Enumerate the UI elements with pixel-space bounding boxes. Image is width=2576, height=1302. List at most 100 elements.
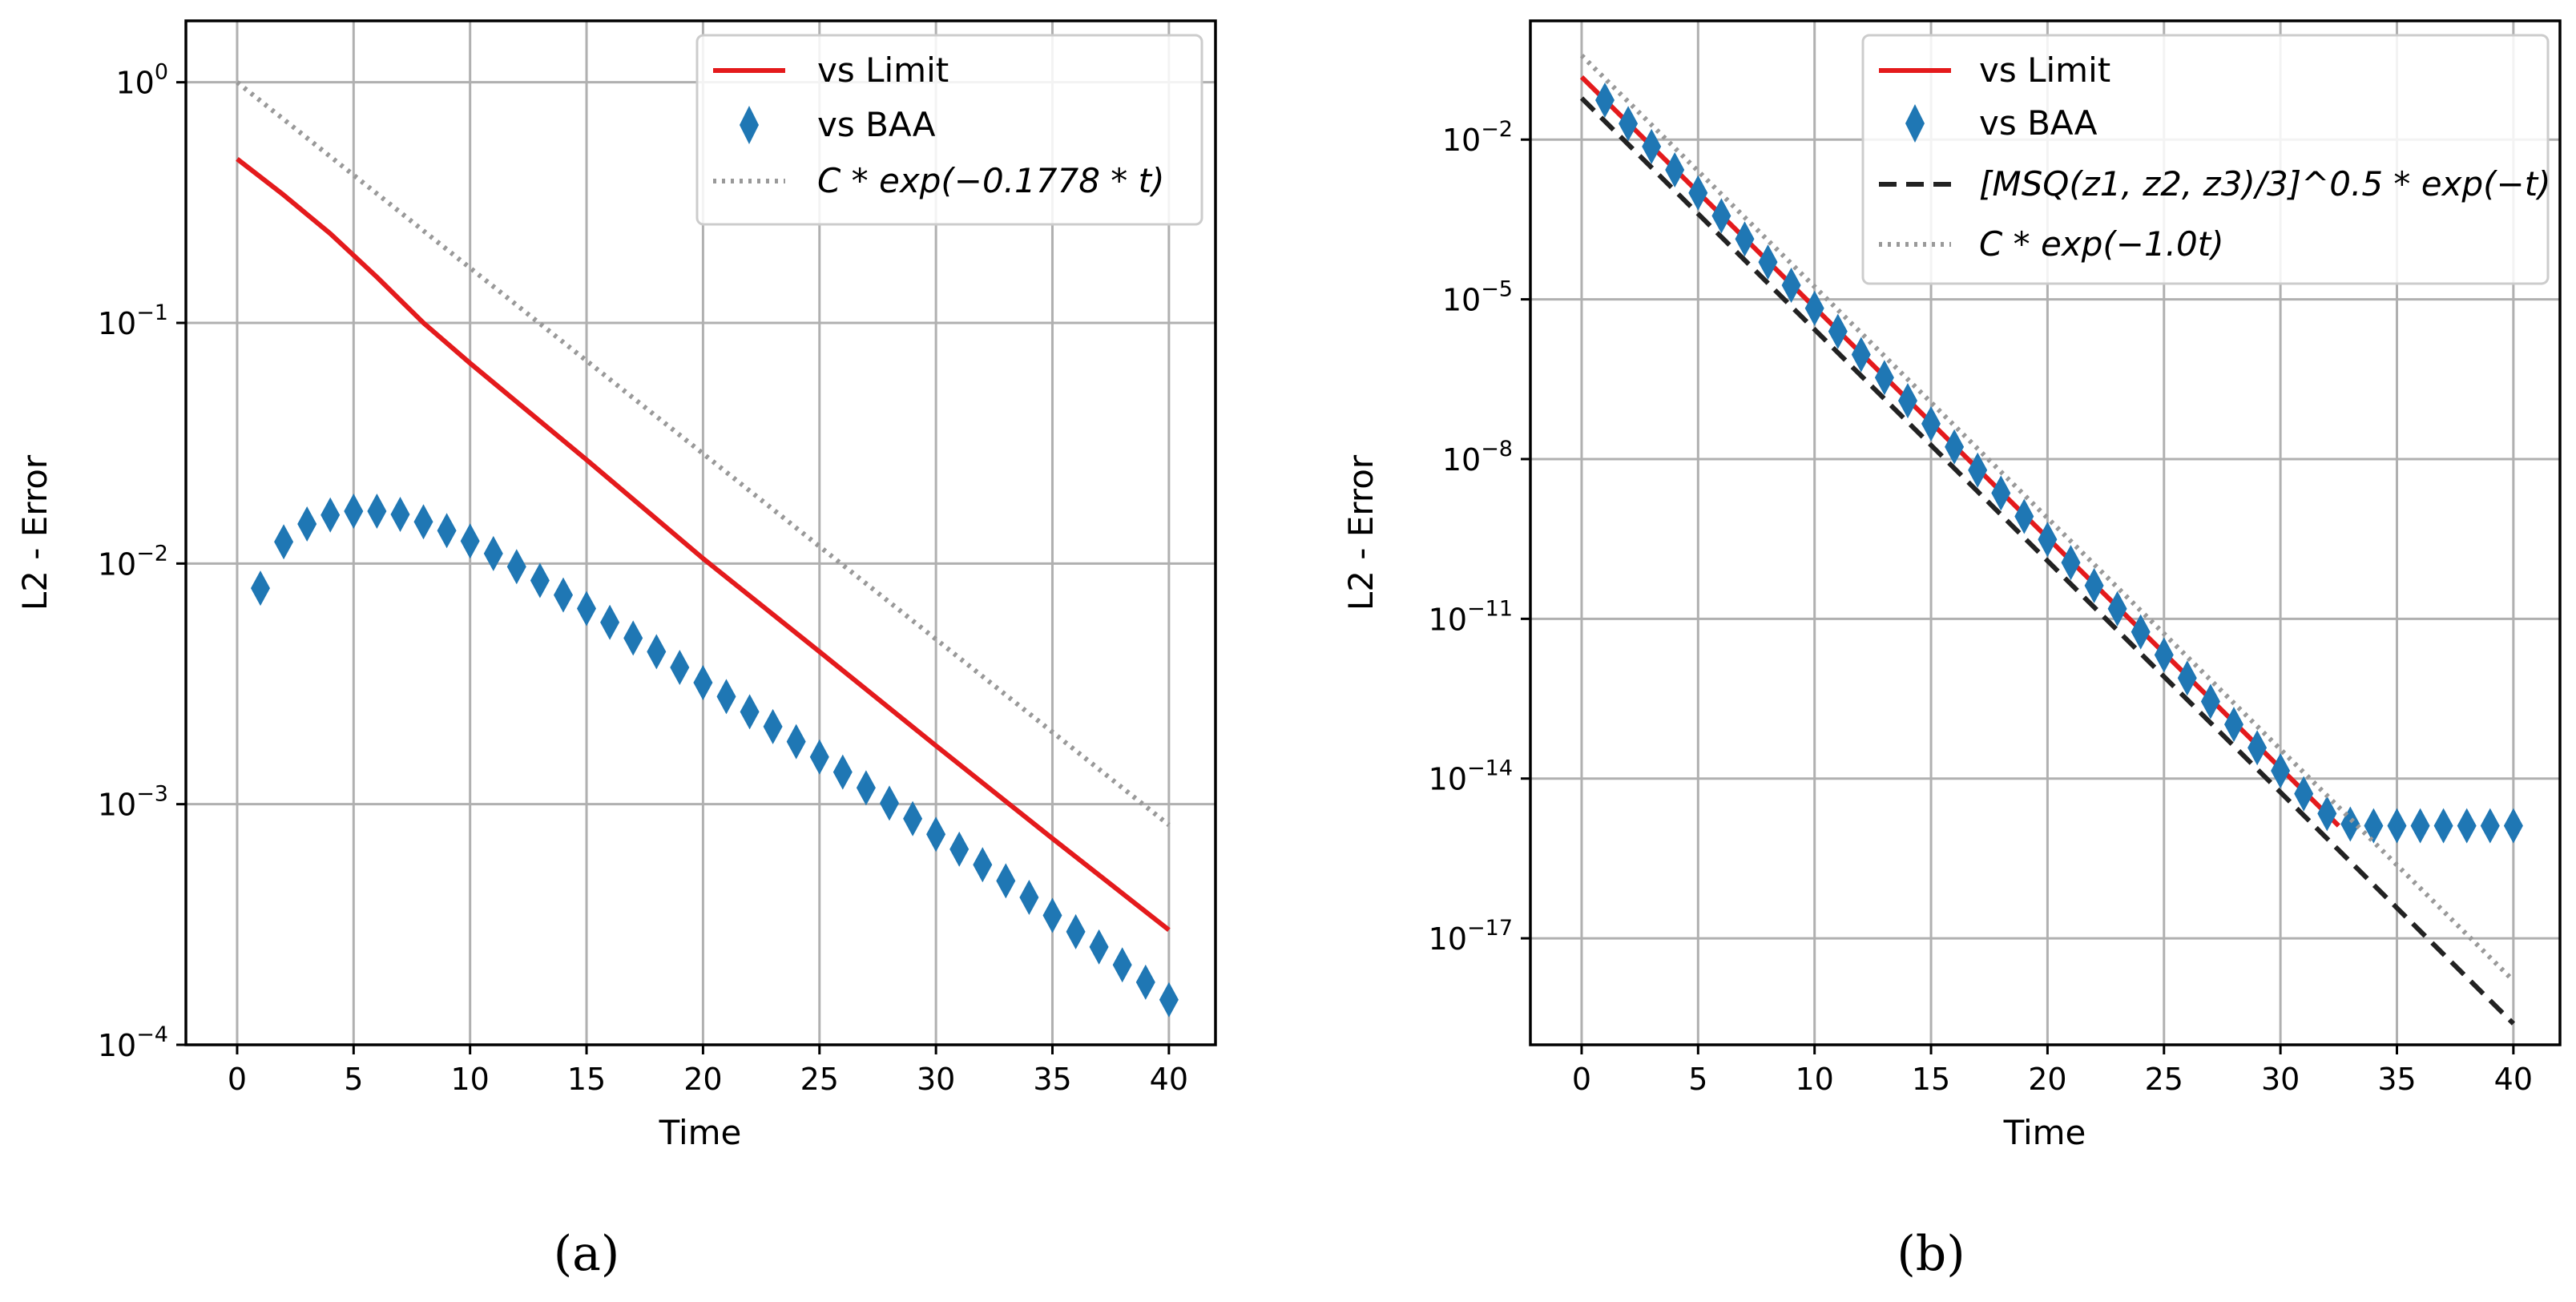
panel-b-y-tick-exponent: −14 bbox=[1467, 756, 1513, 781]
panel-b-baa-point bbox=[2107, 591, 2127, 627]
panel-b-baa-point bbox=[2364, 808, 2384, 844]
panel-a-legend-label-limit: vs Limit bbox=[817, 50, 949, 90]
panel-a-y-tick-exponent: −1 bbox=[136, 300, 168, 325]
panel-a-baa-point bbox=[647, 634, 667, 670]
panel-a-baa-point bbox=[1135, 964, 1155, 1000]
panel-a-baa-point bbox=[693, 665, 713, 700]
panel-b-baa-point bbox=[2061, 545, 2081, 581]
panel-a-legend-swatch-baa bbox=[740, 106, 759, 144]
panel-b-series-line-2 bbox=[1579, 96, 2516, 1026]
panel-b-baa-point bbox=[1595, 83, 1615, 118]
panel-b-y-tick-base: 10 bbox=[1429, 921, 1467, 957]
panel-a-x-tick-label: 10 bbox=[451, 1062, 490, 1097]
panel-b-y-tick-base: 10 bbox=[1442, 442, 1481, 478]
panel-a-baa-point bbox=[1019, 880, 1039, 915]
panel-b-y-tick-label: 10−2 bbox=[1442, 117, 1513, 158]
panel-b-y-tick-exponent: −17 bbox=[1467, 916, 1513, 941]
panel-a-baa-point bbox=[763, 708, 783, 744]
panel-b-baa-point bbox=[2038, 522, 2058, 558]
panel-a-x-tick-label: 35 bbox=[1033, 1062, 1071, 1097]
panel-b-baa-point bbox=[2294, 776, 2314, 812]
panel-a-y-tick-exponent: −2 bbox=[136, 541, 168, 566]
panel-b-series-line-3 bbox=[1579, 54, 2516, 983]
panel-b-y-tick-base: 10 bbox=[1442, 283, 1481, 318]
panel-b-baa-point bbox=[1991, 475, 2011, 511]
panel-a-baa-point bbox=[856, 770, 876, 806]
panel-a-baa-point bbox=[413, 504, 433, 540]
panel-b-x-tick-label: 0 bbox=[1572, 1062, 1591, 1097]
panel-b-y-axis-label: L2 - Error bbox=[1341, 454, 1381, 611]
panel-a-y-tick-label: 100 bbox=[115, 60, 168, 101]
panel-b-baa-point bbox=[1851, 337, 1871, 373]
panel-a-baa-point bbox=[786, 724, 806, 760]
panel-b-baa-point bbox=[1921, 405, 1941, 441]
panel-b-legend-label-baa: vs BAA bbox=[1979, 103, 2098, 143]
panel-b-axes-frame bbox=[1529, 19, 2562, 1046]
panel-b-legend-swatch-baa bbox=[1905, 104, 1925, 143]
panel-b-baa-point bbox=[1898, 383, 1917, 419]
panel-b-plot-area bbox=[1579, 54, 2523, 1026]
panel-b-y-tick-label: 10−8 bbox=[1442, 437, 1513, 478]
panel-a-baa-point bbox=[600, 604, 620, 640]
panel-b-baa-point bbox=[2177, 660, 2197, 696]
panel-b-baa-point bbox=[1688, 175, 1708, 211]
panel-a-baa-point bbox=[344, 494, 364, 529]
panel-b-baa-point bbox=[2014, 498, 2034, 534]
panel-a-baa-point bbox=[880, 785, 899, 821]
panel-b-baa-point bbox=[1735, 221, 1755, 257]
panel-b-baa-point bbox=[1619, 106, 1639, 142]
panel-a-y-tick-label: 10−1 bbox=[98, 300, 168, 341]
panel-b-x-tick-label: 10 bbox=[1796, 1062, 1834, 1097]
panel-b-x-tick-label: 30 bbox=[2261, 1062, 2300, 1097]
panel-a-y-tick-exponent: 0 bbox=[155, 60, 168, 85]
panel-a-baa-point bbox=[949, 831, 970, 867]
panel-a-baa-point bbox=[740, 694, 760, 730]
panel-b-ticks: 0 5 10 15 20 25 30 35 4010−1710−1410−1110−810−51… bbox=[1429, 117, 2533, 1097]
panel-a-baa-point bbox=[460, 523, 480, 559]
panel-a-baa-point bbox=[367, 494, 387, 529]
panel-b-x-tick-label: 35 bbox=[2377, 1062, 2416, 1097]
panel-a-series-line-0 bbox=[236, 157, 1171, 933]
panel-a-y-tick-base: 10 bbox=[98, 546, 136, 582]
panel-b-y-tick-base: 10 bbox=[1442, 123, 1481, 158]
panel-b-x-tick-label: 25 bbox=[2145, 1062, 2183, 1097]
panel-a-baa-point bbox=[251, 570, 270, 607]
panel-b-y-tick-label: 10−14 bbox=[1429, 756, 1513, 797]
panel-a-baa-point bbox=[1089, 929, 1109, 965]
panel-b-y-tick-exponent: −8 bbox=[1481, 437, 1513, 462]
panel-a-legend: vs Limit vs BAA C * exp(−0.1778 * t) bbox=[695, 34, 1203, 226]
panel-b-baa-point bbox=[2317, 796, 2337, 832]
panel-a-x-tick-label: 5 bbox=[344, 1062, 363, 1097]
panel-a-x-tick-label: 40 bbox=[1150, 1062, 1188, 1097]
panel-b-baa-point bbox=[2247, 730, 2268, 766]
panel-a-baa-point bbox=[274, 524, 294, 560]
panel-b-baa-point bbox=[2271, 753, 2291, 788]
panel-b-baa-point bbox=[2387, 808, 2407, 844]
panel-b-baa-point bbox=[2200, 683, 2220, 720]
panel-b: 0 5 10 15 20 25 30 35 4010−1710−1410−1110−810−51… bbox=[1341, 19, 2562, 1282]
panel-a-legend-label-baa: vs BAA bbox=[817, 105, 936, 144]
panel-a-y-tick-exponent: −4 bbox=[136, 1022, 168, 1047]
panel-a-baa-point bbox=[437, 513, 457, 549]
panel-b-x-tick-label: 40 bbox=[2494, 1062, 2533, 1097]
panel-b-legend: vs Limit vs BAA [MSQ(z1, z2, z3)/3]^0.5 … bbox=[1861, 34, 2551, 285]
panel-a-baa-point bbox=[530, 562, 550, 599]
panel-b-y-tick-exponent: −2 bbox=[1481, 117, 1513, 142]
panel-b-baa-point bbox=[1945, 429, 1965, 465]
panel-a-baa-point bbox=[506, 549, 526, 585]
panel-a-baa-point bbox=[973, 847, 993, 883]
panel-a-baa-point bbox=[390, 497, 410, 532]
panel-a-y-axis-label: L2 - Error bbox=[15, 454, 54, 611]
panel-b-y-tick-exponent: −5 bbox=[1481, 277, 1513, 302]
panel-b-legend-label-fit: C * exp(−1.0t) bbox=[1979, 224, 2224, 264]
panel-a-x-tick-label: 20 bbox=[683, 1062, 722, 1097]
panel-a-baa-point bbox=[926, 816, 946, 853]
panel-a-y-tick-exponent: −3 bbox=[136, 782, 168, 807]
panel-b-x-tick-label: 15 bbox=[1912, 1062, 1950, 1097]
panel-b-baa-point bbox=[1665, 152, 1685, 187]
panel-a-y-tick-base: 10 bbox=[98, 788, 136, 823]
panel-b-baa-point bbox=[1642, 128, 1662, 164]
panel-b-legend-box bbox=[1861, 34, 2550, 285]
panel-a-y-tick-label: 10−3 bbox=[98, 782, 168, 823]
